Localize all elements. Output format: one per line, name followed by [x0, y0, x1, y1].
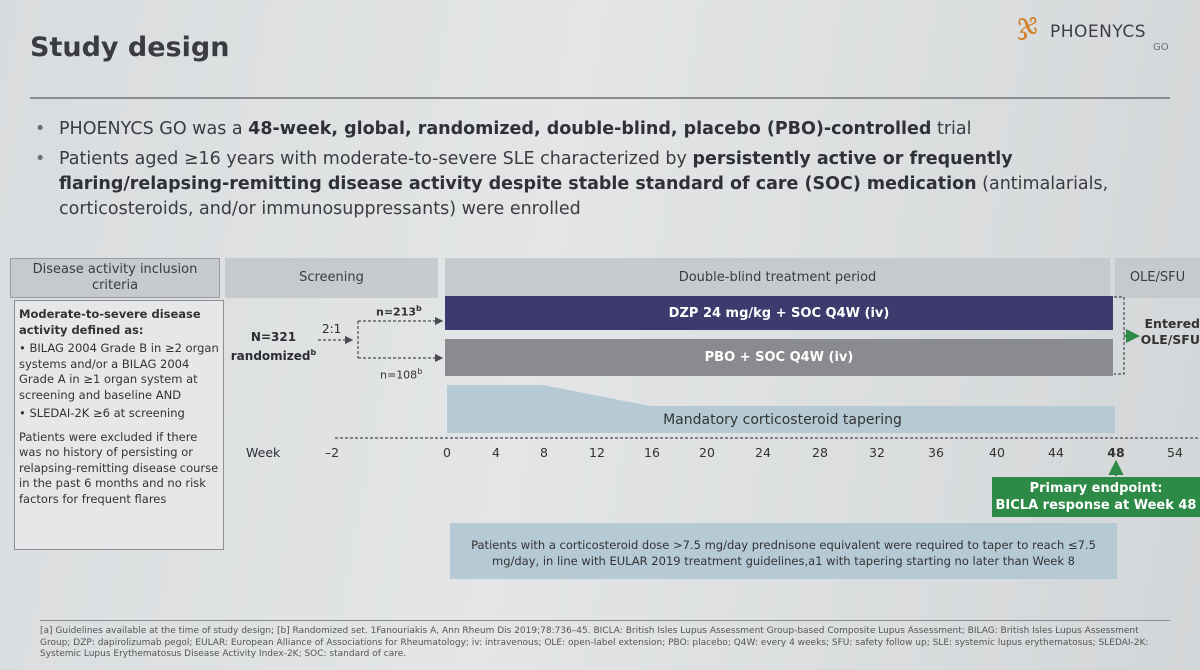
- randomized-total: N=321 randomizedb: [226, 330, 321, 364]
- logo-sub: GO: [1153, 42, 1169, 53]
- bullet-2-end: (antimalarials, corticosteroids, and/or …: [59, 174, 1109, 219]
- criteria-title: Moderate-to-severe disease activity defi…: [19, 307, 201, 337]
- bullet-2: Patients aged ≥16 years with moderate-to…: [35, 147, 1175, 222]
- taper-label: Mandatory corticosteroid tapering: [663, 412, 902, 428]
- randomization-ratio: 2:1: [322, 322, 342, 336]
- pbo-arm-n-sup: b: [417, 367, 423, 376]
- randomized-total-sup: b: [310, 348, 317, 357]
- bullet-list: PHOENYCS GO was a 48-week, global, rando…: [35, 117, 1175, 227]
- week-tick: 24: [755, 445, 771, 460]
- week-tick: 54: [1167, 445, 1183, 460]
- page-title: Study design: [30, 32, 230, 63]
- dzp-arm-n-sup: b: [416, 304, 422, 313]
- week-tick: 28: [812, 445, 828, 460]
- criteria-item-bilag: • BILAG 2004 Grade B in ≥2 organ systems…: [19, 341, 219, 402]
- week-tick: 4: [492, 445, 500, 460]
- week-tick: 44: [1048, 445, 1064, 460]
- bullet-2-text: Patients aged ≥16 years with moderate-to…: [59, 149, 693, 169]
- ole-bracket: [1114, 296, 1125, 375]
- bullet-1-bold: 48-week, global, randomized, double-blin…: [248, 119, 932, 139]
- bullet-1: PHOENYCS GO was a 48-week, global, rando…: [35, 117, 1175, 142]
- taper-note-box: Patients with a corticosteroid dose >7.5…: [450, 523, 1117, 579]
- week-tick: 0: [443, 445, 451, 460]
- week-tick: 32: [869, 445, 885, 460]
- dzp-arm-bar: DZP 24 mg/kg + SOC Q4W (iv): [445, 296, 1113, 330]
- footnote: [a] Guidelines available at the time of …: [40, 620, 1170, 661]
- primary-endpoint-box: Primary endpoint: BICLA response at Week…: [992, 477, 1200, 517]
- week-tick: 16: [644, 445, 660, 460]
- week-tick: 48: [1107, 445, 1125, 460]
- header-inclusion-criteria: Disease activity inclusion criteria: [10, 258, 220, 298]
- dzp-arm-n: n=213b: [376, 304, 422, 319]
- corticosteroid-taper-shape: [447, 385, 1115, 433]
- dzp-arm-n-text: n=213: [376, 305, 417, 319]
- pbo-arm-n-text: n=108: [380, 368, 418, 382]
- randomized-total-text: N=321 randomized: [230, 330, 311, 363]
- pbo-arm-bar: PBO + SOC Q4W (iv): [445, 339, 1113, 376]
- bullet-2-bold: persistently active or frequently flarin…: [59, 149, 1013, 194]
- inclusion-criteria-box: Moderate-to-severe disease activity defi…: [14, 300, 224, 550]
- primary-endpoint-title: Primary endpoint:: [1029, 481, 1163, 496]
- week-tick: 12: [589, 445, 605, 460]
- criteria-item-sledai: • SLEDAI-2K ≥6 at screening: [19, 406, 185, 420]
- criteria-exclusion: Patients were excluded if there was no h…: [19, 429, 219, 506]
- logo-name: PHOENYCS: [1050, 22, 1146, 42]
- bullet-1-end: trial: [931, 119, 972, 139]
- header-ole-sfu: OLE/SFU: [1115, 258, 1200, 298]
- week-tick: 36: [928, 445, 944, 460]
- bullet-1-text: PHOENYCS GO was a: [59, 119, 249, 139]
- week-axis-label: Week: [246, 445, 281, 460]
- phoenix-bird-icon: ჯ: [1017, 6, 1038, 41]
- pbo-arm-n: n=108b: [380, 367, 422, 382]
- week-tick: 20: [699, 445, 715, 460]
- week-tick: 8: [540, 445, 548, 460]
- week-tick: 40: [989, 445, 1005, 460]
- entered-ole-label: Entered OLE/SFU: [1140, 316, 1200, 347]
- title-divider: [30, 97, 1170, 99]
- phoenycs-logo: ჯ PHOENYCS GO: [1015, 6, 1175, 62]
- primary-endpoint-detail: BICLA response at Week 48: [995, 498, 1197, 513]
- week-tick: –2: [324, 445, 340, 460]
- header-treatment-period: Double-blind treatment period: [445, 258, 1110, 298]
- header-screening: Screening: [225, 258, 438, 298]
